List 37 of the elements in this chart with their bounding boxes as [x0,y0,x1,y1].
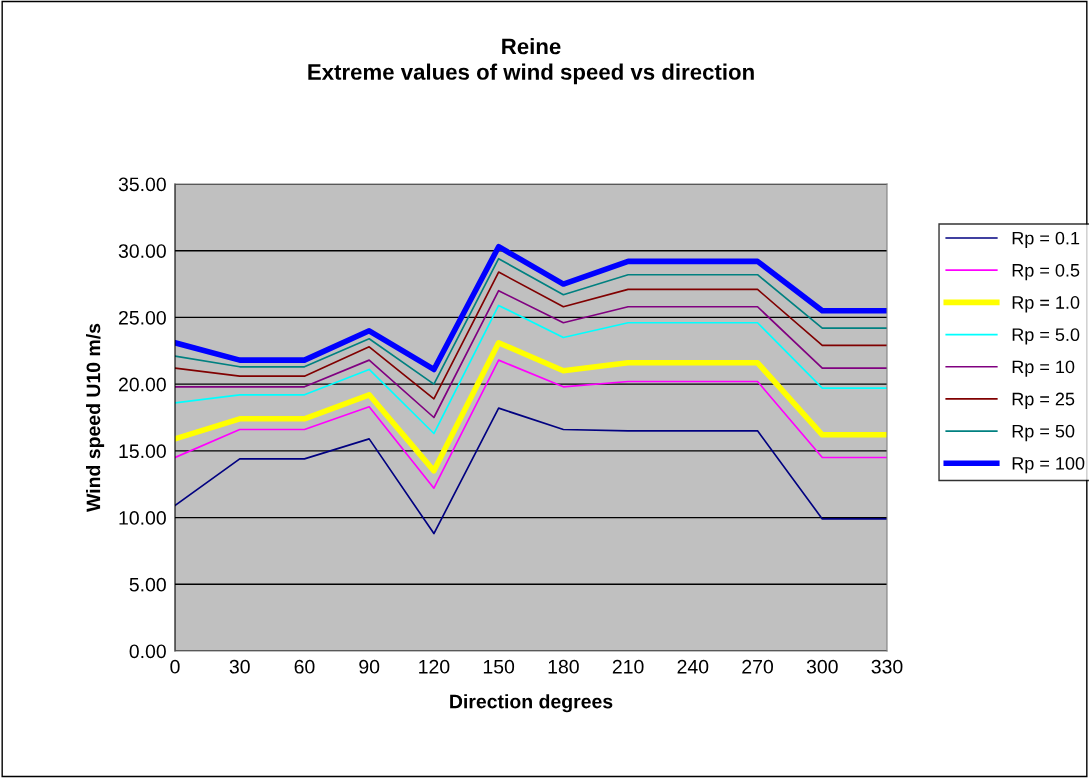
x-tick-label: 150 [483,659,515,674]
legend-label: Rp = 0.1 [1012,231,1080,249]
legend-label: Rp = 100 [1012,456,1085,474]
line-series [175,257,887,385]
x-tick-label: 60 [294,659,315,674]
x-tick-label: 210 [612,659,644,674]
chart-title: Reine Extreme values of wind speed vs direction [308,38,754,85]
line-series [175,407,887,535]
y-tick-label: 20.00 [118,377,166,392]
y-tick-label: 30.00 [118,244,166,258]
legend-label: Rp = 0.5 [1012,263,1080,281]
x-tick-label: 30 [229,659,250,674]
x-tick-label: 270 [742,659,774,674]
legend-label: Rp = 10 [1012,360,1075,377]
x-tick-label: 300 [806,659,838,674]
y-tick-label: 25.00 [118,310,166,325]
y-tick-label: 35.00 [118,177,166,192]
x-axis-title: Direction degrees [450,694,613,713]
line-series [175,359,887,490]
legend-label: Rp = 5.0 [1012,328,1080,345]
y-tick-label: 0.00 [129,644,166,659]
legend-label: Rp = 25 [1012,392,1075,409]
line-series [175,271,887,400]
y-axis-title: Wind speed U10 m/s [86,323,105,512]
line-series [175,289,887,419]
line-series [175,304,887,435]
legend-label: Rp = 50 [1012,424,1075,442]
y-tick-label: 5.00 [129,577,166,592]
y-tick-label: 10.00 [119,511,166,525]
y-tick-label: 15.00 [119,444,166,459]
x-tick-label: 180 [548,659,579,674]
x-tick-label: 240 [677,659,709,674]
x-tick-label: 90 [359,659,380,674]
legend-label: Rp = 1.0 [1012,296,1080,313]
x-tick-label: 0 [170,659,180,674]
x-tick-label: 120 [419,659,450,674]
x-tick-label: 330 [871,659,903,674]
